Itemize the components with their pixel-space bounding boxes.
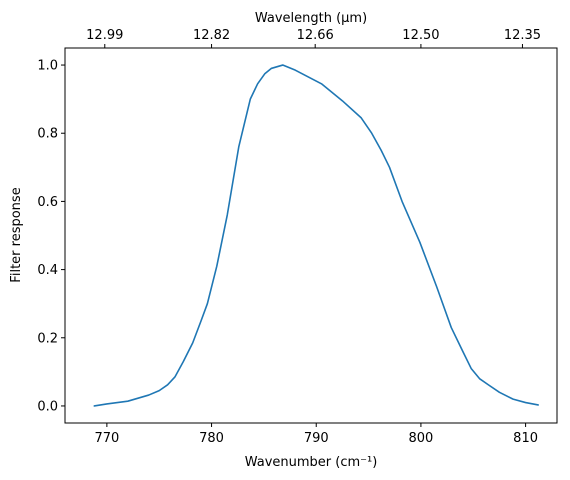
x-tick-label: 780	[199, 431, 224, 446]
y-tick-label: 0.8	[37, 127, 58, 142]
y-tick-label: 0.6	[37, 195, 58, 210]
secondary-x-tick-label: 12.66	[297, 28, 334, 43]
x-tick-label: 810	[513, 431, 538, 446]
y-tick-label: 1.0	[37, 59, 58, 74]
secondary-x-tick-label: 12.50	[402, 28, 439, 43]
secondary-x-tick-label: 12.99	[86, 28, 123, 43]
x-tick-label: 790	[304, 431, 329, 446]
secondary-x-tick-label: 12.82	[193, 28, 230, 43]
y-tick-label: 0.0	[37, 399, 58, 414]
plot-frame	[64, 47, 558, 424]
secondary-x-tick-label: 12.35	[504, 28, 541, 43]
y-tick-label: 0.2	[37, 331, 58, 346]
x-axis-title: Wavenumber (cm⁻¹)	[245, 455, 378, 470]
series-layer	[93, 64, 539, 407]
x-tick-label: 800	[409, 431, 434, 446]
x-tick-label: 770	[94, 431, 119, 446]
y-axis-title: Filter response	[9, 187, 24, 282]
y-tick-label: 0.4	[37, 263, 58, 278]
x-axis: 770 780 790 800 810	[94, 423, 538, 446]
secondary-x-axis: 12.99 12.82 12.66 12.50 12.35	[86, 28, 541, 48]
secondary-x-axis-title: Wavelength (μm)	[255, 11, 367, 26]
filter-response-line	[93, 64, 539, 407]
y-axis: 0.0 0.2 0.4 0.6 0.8 1.0	[37, 59, 65, 414]
